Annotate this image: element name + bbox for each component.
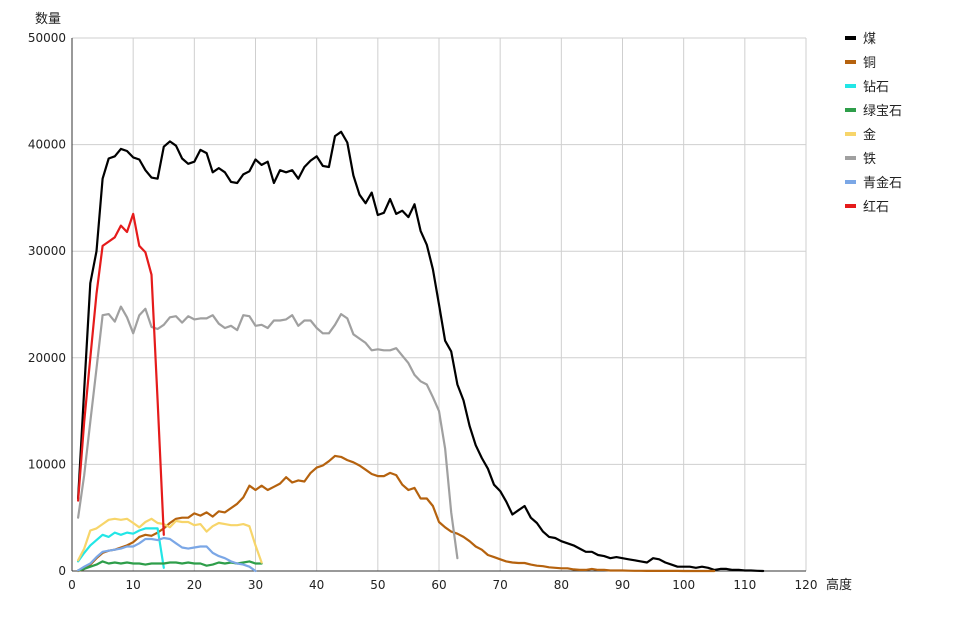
legend-label: 红石 bbox=[863, 199, 889, 215]
x-axis-title: 高度 bbox=[826, 577, 852, 593]
x-tick-label: 70 bbox=[493, 578, 508, 592]
legend-label: 青金石 bbox=[863, 175, 902, 191]
y-axis-ticks: 0 10000 20000 30000 40000 50000 bbox=[28, 31, 66, 578]
x-tick-label: 0 bbox=[68, 578, 76, 592]
legend-label: 金 bbox=[863, 127, 876, 143]
x-tick-label: 30 bbox=[248, 578, 263, 592]
y-tick-label: 40000 bbox=[28, 138, 66, 152]
x-tick-label: 40 bbox=[309, 578, 324, 592]
x-tick-label: 20 bbox=[187, 578, 202, 592]
y-axis-title: 数量 bbox=[35, 12, 61, 27]
x-tick-label: 60 bbox=[431, 578, 446, 592]
y-tick-label: 30000 bbox=[28, 244, 66, 258]
series-line-7 bbox=[76, 212, 165, 536]
y-tick-label: 20000 bbox=[28, 351, 66, 365]
series-line-2 bbox=[76, 527, 165, 569]
x-tick-label: 10 bbox=[126, 578, 141, 592]
x-tick-label: 110 bbox=[733, 578, 756, 592]
series-line-1 bbox=[76, 454, 716, 573]
legend-label: 煤 bbox=[863, 32, 876, 47]
x-tick-label: 100 bbox=[672, 578, 695, 592]
legend-label: 绿宝石 bbox=[863, 104, 902, 119]
series-line-5 bbox=[76, 305, 459, 560]
legend-label: 铁 bbox=[863, 152, 876, 167]
y-tick-label: 50000 bbox=[28, 31, 66, 45]
legend-label: 钻石 bbox=[863, 80, 889, 95]
x-tick-label: 80 bbox=[554, 578, 569, 592]
series-line-0 bbox=[76, 130, 765, 573]
legend-label: 铜 bbox=[863, 56, 876, 71]
x-tick-label: 50 bbox=[370, 578, 385, 592]
series-line-4 bbox=[76, 517, 263, 564]
x-tick-label: 90 bbox=[615, 578, 630, 592]
x-axis-ticks: 0 10 20 30 40 50 60 70 80 90 100 110 120 bbox=[68, 578, 817, 592]
y-tick-label: 0 bbox=[58, 564, 66, 578]
series-lines bbox=[76, 130, 765, 573]
x-tick-label: 120 bbox=[795, 578, 818, 592]
y-tick-label: 10000 bbox=[28, 457, 66, 471]
series-line-6 bbox=[76, 536, 257, 573]
